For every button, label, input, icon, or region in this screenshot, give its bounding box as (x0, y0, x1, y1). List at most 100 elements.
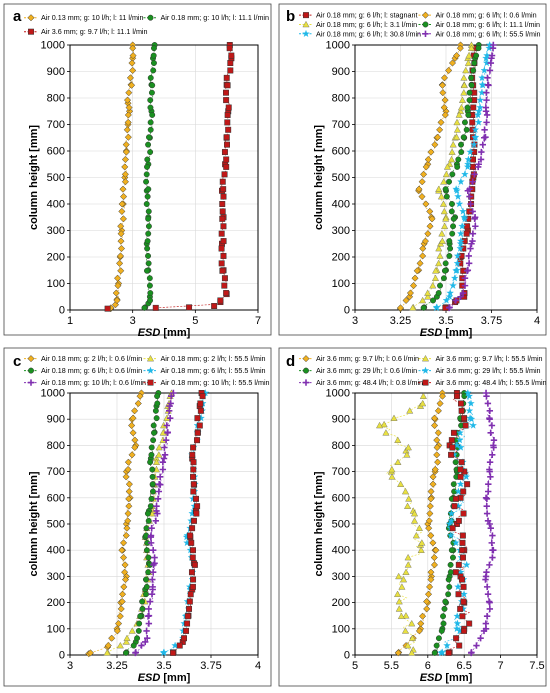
data-point-dense (458, 96, 467, 103)
x-axis-title: ESD [mm] (420, 672, 473, 684)
data-point-dense (466, 97, 473, 104)
data-point-dense (457, 443, 465, 451)
data-point-dense (194, 415, 201, 422)
data-point (424, 293, 432, 300)
y-tick-label: 300 (332, 225, 350, 237)
y-tick-label: 200 (47, 597, 65, 609)
data-point-dense (147, 119, 154, 126)
legend-label: Air 0.18 mm; g: 6 l/h; l: 55.5 l/min (436, 29, 541, 38)
data-point-dense (128, 451, 136, 459)
data-point-dense (118, 200, 126, 208)
data-point-dense (488, 422, 496, 429)
data-point-dense (489, 451, 496, 459)
data-point-dense (453, 259, 462, 267)
data-point-dense (186, 598, 193, 605)
data-point-dense (148, 444, 155, 451)
series-line (412, 48, 472, 309)
data-layer (104, 41, 235, 313)
data-point-dense (443, 193, 450, 200)
legend-item: Air 0.13 mm; g: 10 l/h; l: 11 l/min (24, 13, 144, 22)
data-point-dense (418, 193, 426, 201)
data-point-dense (470, 104, 477, 111)
panel-letter: a (13, 8, 22, 25)
data-point-dense (456, 229, 465, 237)
data-point-dense (482, 620, 490, 627)
data-point-dense (136, 620, 143, 627)
data-point-dense (190, 466, 197, 473)
data-point-dense (468, 74, 475, 81)
data-point-dense (153, 502, 160, 510)
data-point-dense (441, 605, 448, 612)
data-point-dense (470, 140, 478, 148)
data-point-dense (481, 126, 488, 133)
data-point-dense (131, 443, 139, 452)
panel-letter: b (286, 8, 295, 25)
x-axis-title: ESD [mm] (138, 327, 191, 339)
data-point-dense (226, 45, 233, 52)
data-point-dense (467, 44, 475, 51)
data-point-dense (190, 459, 197, 466)
data-point-dense (155, 443, 163, 451)
data-point-dense (456, 480, 465, 488)
data-point-dense (228, 52, 235, 59)
data-point-dense (396, 304, 405, 312)
data-point-dense (423, 605, 431, 613)
data-point-dense (471, 60, 478, 66)
data-point-dense (448, 547, 455, 554)
data-point-dense (144, 613, 152, 620)
series-line (135, 396, 172, 654)
data-point-dense (123, 126, 131, 134)
data-point (211, 303, 218, 309)
data-point-dense (437, 648, 445, 657)
data-point-dense (438, 237, 446, 244)
x-axis-title-var: ESD (420, 327, 443, 339)
data-point-dense (453, 635, 460, 642)
data-point-dense (460, 598, 467, 605)
y-tick-label: 800 (47, 440, 65, 452)
data-point-dense (417, 546, 425, 553)
data-point-dense (187, 532, 194, 539)
data-point-dense (467, 649, 475, 657)
data-point-dense (224, 111, 231, 118)
legend-label: Air 0.18 mm; g: 6 l/h; l: 30.8 l/min (316, 29, 421, 38)
chart-panel-b: b Air 0.18 mm; g: 6 l/h; l: stagnant Air 0… (278, 3, 547, 339)
data-point-dense (436, 252, 444, 259)
data-point-dense (466, 185, 473, 193)
data-point-dense (145, 186, 152, 193)
data-point-dense (460, 590, 468, 598)
y-tick-label: 700 (47, 466, 65, 478)
data-point-dense (442, 170, 450, 178)
legend-label: Air 0.18 mm; g: 6 l/h; l: 0.6 l/min (41, 366, 142, 375)
data-point-dense (469, 421, 477, 429)
data-point-dense (445, 649, 452, 656)
data-point-dense (145, 260, 152, 267)
legend-label: Air 3.6 mm; g: 29 l/h; l: 0.6 l/min (316, 366, 417, 375)
data-point-dense (434, 133, 442, 141)
data-point-dense (118, 207, 126, 215)
data-point-dense (186, 605, 193, 612)
data-point-dense (458, 141, 464, 148)
data-point-dense (418, 539, 426, 546)
data-point-dense (487, 429, 494, 437)
data-point-dense (438, 627, 445, 634)
x-axis-title-var: ESD (138, 327, 161, 339)
data-point-dense (426, 207, 434, 215)
data-point-dense (145, 141, 152, 148)
y-axis-title: column height [mm] (28, 471, 40, 576)
legend-label: Air 3.6 mm; g: 9.7 l/h; l: 0.6 l/min (316, 354, 419, 363)
data-point-dense (480, 66, 489, 74)
data-point (482, 494, 490, 501)
data-point-dense (165, 407, 173, 415)
data-point-dense (451, 503, 458, 510)
data-point (457, 293, 464, 300)
legend-marker (303, 12, 309, 19)
data-point-dense (427, 148, 435, 156)
data-point-dense (388, 465, 396, 473)
y-tick-label: 1000 (41, 388, 65, 400)
data-point-dense (486, 458, 494, 466)
data-point-dense (129, 429, 137, 437)
data-point-dense (470, 163, 477, 170)
data-point-dense (476, 96, 484, 104)
data-point-dense (220, 238, 227, 245)
data-point-dense (405, 495, 413, 502)
